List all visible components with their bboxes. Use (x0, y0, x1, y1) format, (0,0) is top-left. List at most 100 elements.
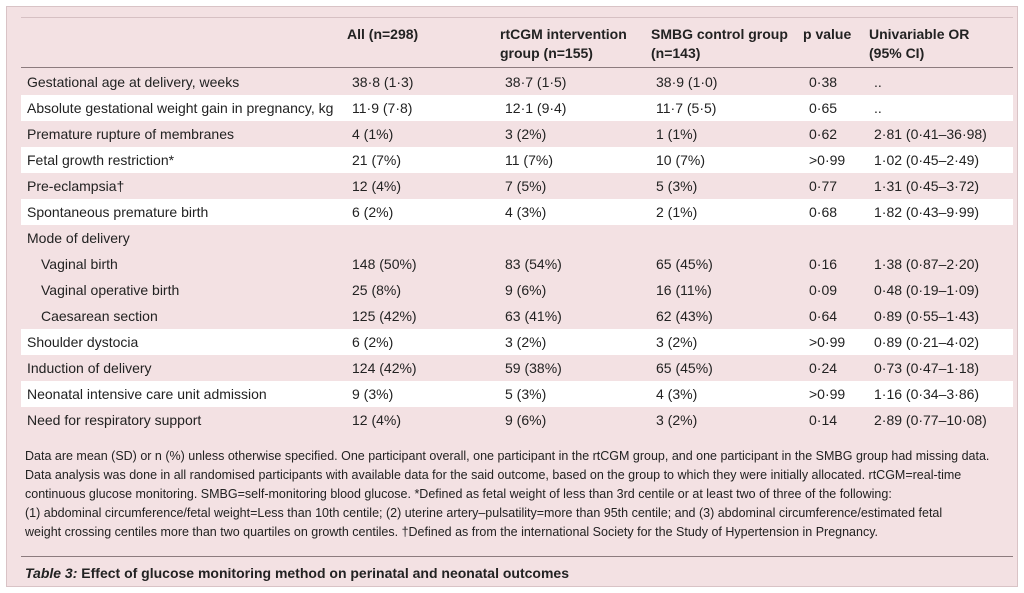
cell-or: 1·31 (0·45–3·72) (874, 178, 980, 194)
cell-smbg: 3 (2%) (656, 334, 698, 350)
cell-rtcgm: 9 (6%) (505, 282, 547, 298)
cell-all: 4 (1%) (352, 126, 394, 142)
cell-p: >0·99 (809, 334, 846, 350)
cell-or: .. (874, 74, 882, 90)
footnote-line: (1) abdominal circumference/fetal weight… (25, 506, 943, 520)
cell-or: 1·38 (0·87–2·20) (874, 256, 980, 272)
cell-p: 0·14 (809, 412, 838, 428)
top-rule (21, 17, 1013, 18)
header-or: Univariable OR (95% CI) (869, 25, 969, 63)
cell-rtcgm: 4 (3%) (505, 204, 547, 220)
row-label: Spontaneous premature birth (27, 204, 209, 220)
cell-p: 0·68 (809, 204, 838, 220)
header-smbg-line2: (n=143) (651, 45, 701, 61)
cell-p: >0·99 (809, 386, 846, 402)
cell-smbg: 62 (43%) (656, 308, 713, 324)
row-label: Neonatal intensive care unit admission (27, 386, 267, 402)
cell-p: 0·09 (809, 282, 838, 298)
caption-label: Table 3: (25, 565, 78, 581)
header-p-line1: p value (803, 26, 852, 42)
cell-p: 0·24 (809, 360, 838, 376)
cell-smbg: 10 (7%) (656, 152, 706, 168)
table-row: Vaginal operative birth 25 (8%) 9 (6%) 16 (… (21, 277, 1013, 303)
table-row: Need for respiratory support 12 (4%) 9 (6%… (21, 407, 1013, 433)
cell-or: 0·48 (0·19–1·09) (874, 282, 980, 298)
cell-or: 2·89 (0·77–10·08) (874, 412, 987, 428)
cell-rtcgm: 3 (2%) (505, 126, 547, 142)
footnote-line: continuous glucose monitoring. SMBG=self… (25, 487, 892, 501)
cell-all: 9 (3%) (352, 386, 394, 402)
cell-all: 21 (7%) (352, 152, 402, 168)
table-row: Spontaneous premature birth 6 (2%) 4 (3%) 2… (21, 199, 1013, 225)
row-label: Mode of delivery (27, 230, 130, 246)
cell-or: 1·02 (0·45–2·49) (874, 152, 980, 168)
table-row: Caesarean section 125 (42%) 63 (41%) 62 (43… (21, 303, 1013, 329)
cell-all: 124 (42%) (352, 360, 417, 376)
table-row: Pre-eclampsia† 12 (4%) 7 (5%) 5 (3%) 0·77 1·3… (21, 173, 1013, 199)
cell-smbg: 2 (1%) (656, 204, 698, 220)
header-all: All (n=298) (347, 25, 418, 44)
cell-or: 0·89 (0·55–1·43) (874, 308, 980, 324)
cell-rtcgm: 63 (41%) (505, 308, 562, 324)
row-label: Pre-eclampsia† (27, 178, 125, 194)
cell-or: .. (874, 100, 882, 116)
table-row: Fetal growth restriction* 21 (7%) 11 (7%) 1… (21, 147, 1013, 173)
cell-p: 0·65 (809, 100, 838, 116)
header-smbg-line1: SMBG control group (651, 26, 788, 42)
cell-rtcgm: 3 (2%) (505, 334, 547, 350)
row-label: Caesarean section (41, 308, 158, 324)
caption-title: Effect of glucose monitoring method on p… (77, 565, 569, 581)
row-label: Absolute gestational weight gain in preg… (27, 100, 334, 116)
row-label: Vaginal birth (41, 256, 118, 272)
header-rtcgm-line1: rtCGM intervention (500, 26, 627, 42)
header-or-line2: (95% CI) (869, 45, 925, 61)
row-label: Gestational age at delivery, weeks (27, 74, 240, 90)
row-label: Vaginal operative birth (41, 282, 180, 298)
table-row: Neonatal intensive care unit admission 9 … (21, 381, 1013, 407)
table-row: Induction of delivery 124 (42%) 59 (38%) 65… (21, 355, 1013, 381)
row-label: Premature rupture of membranes (27, 126, 234, 142)
cell-or: 2·81 (0·41–36·98) (874, 126, 987, 142)
header-or-line1: Univariable OR (869, 26, 970, 42)
cell-smbg: 5 (3%) (656, 178, 698, 194)
cell-rtcgm: 9 (6%) (505, 412, 547, 428)
table-row: Absolute gestational weight gain in preg… (21, 95, 1013, 121)
cell-all: 12 (4%) (352, 412, 402, 428)
cell-rtcgm: 59 (38%) (505, 360, 562, 376)
cell-smbg: 65 (45%) (656, 360, 713, 376)
header-rule (21, 67, 1013, 68)
cell-all: 25 (8%) (352, 282, 402, 298)
caption-rule (21, 556, 1013, 557)
cell-or: 1·82 (0·43–9·99) (874, 204, 980, 220)
cell-smbg: 38·9 (1·0) (656, 74, 718, 90)
cell-or: 1·16 (0·34–3·86) (874, 386, 980, 402)
cell-rtcgm: 11 (7%) (505, 152, 553, 168)
header-p-value: p value (803, 25, 851, 44)
cell-all: 38·8 (1·3) (352, 74, 414, 90)
cell-smbg: 16 (11%) (656, 282, 712, 298)
header-smbg: SMBG control group (n=143) (651, 25, 788, 63)
cell-p: >0·99 (809, 152, 846, 168)
cell-all: 12 (4%) (352, 178, 402, 194)
cell-or: 0·73 (0·47–1·18) (874, 360, 980, 376)
cell-smbg: 11·7 (5·5) (656, 100, 717, 116)
footnote-line: Data are mean (SD) or n (%) unless other… (25, 449, 990, 463)
cell-smbg: 1 (1%) (656, 126, 698, 142)
table-row: Gestational age at delivery, weeks 38·8 (… (21, 69, 1013, 95)
cell-all: 148 (50%) (352, 256, 417, 272)
cell-p: 0·64 (809, 308, 838, 324)
cell-rtcgm: 83 (54%) (505, 256, 562, 272)
cell-all: 11·9 (7·8) (352, 100, 413, 116)
footnote-line: Data analysis was done in all randomised… (25, 468, 962, 482)
table-caption: Table 3: Effect of glucose monitoring me… (25, 565, 569, 581)
cell-rtcgm: 12·1 (9·4) (505, 100, 567, 116)
row-label: Shoulder dystocia (27, 334, 139, 350)
cell-all: 6 (2%) (352, 334, 394, 350)
footnote: Data are mean (SD) or n (%) unless other… (25, 447, 1015, 542)
cell-rtcgm: 38·7 (1·5) (505, 74, 567, 90)
cell-all: 6 (2%) (352, 204, 394, 220)
table-row: Shoulder dystocia 6 (2%) 3 (2%) 3 (2%) >0·99… (21, 329, 1013, 355)
table-row: Vaginal birth 148 (50%) 83 (54%) 65 (45%) 0·… (21, 251, 1013, 277)
cell-smbg: 4 (3%) (656, 386, 698, 402)
cell-p: 0·62 (809, 126, 838, 142)
